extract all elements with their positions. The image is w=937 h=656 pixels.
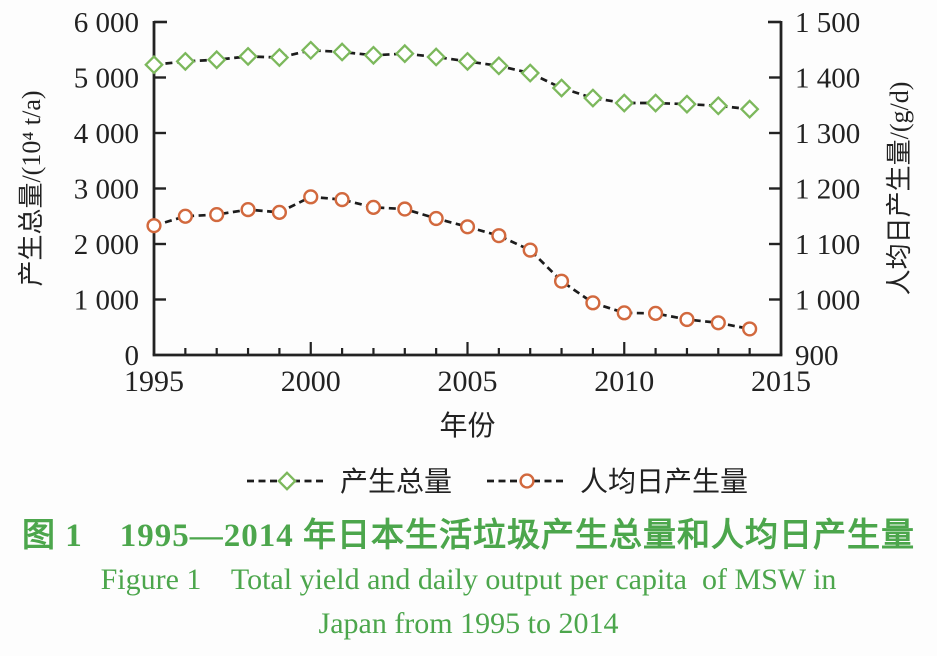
right-axis-tick-label: 900	[795, 340, 839, 372]
caption-english-line2: Japan from 1995 to 2014	[318, 607, 619, 640]
diamond-marker	[238, 46, 258, 67]
right-axis-tick-label: 1 300	[795, 118, 860, 150]
diamond-marker	[300, 40, 321, 61]
diamond-marker	[269, 47, 290, 68]
x-axis-tick-label: 2010	[594, 365, 654, 398]
circle-marker	[240, 201, 256, 218]
circle-marker	[491, 228, 507, 244]
circle-marker	[209, 206, 225, 223]
x-axis-tick-label: 2000	[281, 365, 341, 398]
legend-label: 人均日产生量	[580, 466, 748, 498]
left-axis-tick-label: 3 000	[74, 174, 139, 206]
diamond-marker	[426, 47, 446, 67]
series-line-total-yield	[153, 48, 750, 111]
right-axis-tick-label: 1 400	[795, 63, 860, 95]
caption-english-line1: Figure 1 Total yield and daily output pe…	[100, 563, 837, 596]
legend-label: 产生总量	[340, 466, 452, 498]
diamond-marker	[583, 88, 603, 108]
left-axis-tick-label: 4 000	[74, 118, 139, 150]
diamond-marker	[551, 78, 572, 98]
circle-marker	[334, 192, 350, 208]
legend-item-total-yield: 产生总量	[247, 466, 452, 498]
diamond-marker	[677, 94, 697, 114]
circle-marker	[271, 204, 288, 220]
right-axis-tick-label: 1 000	[795, 285, 860, 317]
left-axis-tick-label: 5 000	[74, 63, 139, 95]
left-axis-tick-label: 6 000	[74, 7, 139, 39]
circle-marker	[303, 189, 319, 205]
circle-marker	[553, 273, 570, 289]
circle-marker	[647, 305, 664, 321]
legend-circle-marker	[519, 473, 535, 489]
left-axis-tick-label: 2 000	[74, 229, 139, 261]
diamond-marker	[206, 49, 227, 70]
diamond-marker	[489, 56, 509, 76]
right-axis-tick-label: 1 200	[795, 174, 860, 206]
left-axis-tick-label: 0	[125, 340, 140, 372]
circle-marker	[679, 311, 695, 328]
legend-diamond-marker	[277, 471, 297, 491]
x-axis-title: 年份	[439, 410, 495, 442]
chart-canvas: 6 000 5 000 4 000 3 000 2 000 1 000 0 1 500 1 40…	[17, 7, 914, 498]
circle-marker	[428, 210, 444, 227]
diamond-marker	[739, 99, 760, 119]
circle-marker	[146, 218, 162, 234]
circle-marker	[585, 295, 601, 311]
right-axis-title: 人均日产生量/(g/d)	[885, 82, 914, 296]
right-axis-tick-label: 1 500	[795, 7, 860, 39]
diamond-marker	[144, 54, 164, 75]
diamond-marker	[332, 42, 352, 62]
diamond-marker	[363, 45, 384, 66]
circle-marker	[742, 321, 758, 337]
diamond-marker	[645, 93, 666, 113]
left-axis-tick-label: 1 000	[74, 285, 139, 317]
right-axis-tick-label: 1 100	[795, 229, 860, 261]
diamond-marker	[394, 43, 415, 64]
figure-captions: 图 1 1995—2014 年日本生活垃圾产生总量和人均日产生量 Figure …	[0, 514, 937, 646]
diamond-marker	[175, 51, 196, 72]
diamond-marker	[708, 95, 729, 116]
circle-marker	[616, 305, 632, 321]
circle-marker	[522, 242, 538, 258]
legend-item-per-capita: 人均日产生量	[487, 466, 748, 498]
x-axis-tick-label: 1995	[124, 365, 184, 398]
circle-marker	[459, 219, 476, 235]
circle-marker	[710, 315, 726, 331]
caption-chinese: 图 1 1995—2014 年日本生活垃圾产生总量和人均日产生量	[22, 518, 915, 554]
circle-marker	[177, 208, 193, 224]
circle-marker	[365, 199, 382, 215]
circle-marker	[397, 201, 413, 217]
left-axis-title: 产生总量/(10⁴ t/a)	[17, 90, 46, 286]
diamond-marker	[614, 93, 635, 113]
x-axis-tick-label: 2005	[438, 365, 498, 398]
diamond-marker	[457, 51, 478, 72]
diamond-marker	[520, 63, 541, 83]
x-axis-tick-label: 2015	[751, 365, 811, 398]
